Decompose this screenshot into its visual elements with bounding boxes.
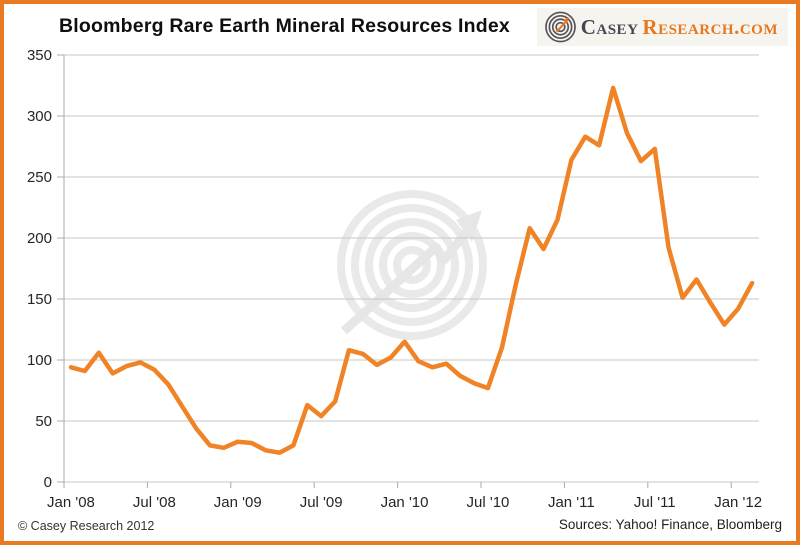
copyright-text: © Casey Research 2012 — [18, 519, 155, 533]
spiral-target-arrow-icon — [544, 11, 576, 43]
y-axis-tick-label: 200 — [27, 230, 52, 247]
page-title: Bloomberg Rare Earth Mineral Resources I… — [59, 15, 510, 37]
y-axis-tick-label: 100 — [27, 352, 52, 369]
y-axis-tick-label: 300 — [27, 108, 52, 125]
index-series-line — [68, 85, 755, 455]
y-axis-tick-label: 50 — [35, 413, 52, 430]
x-axis-tick-label: Jul '09 — [300, 494, 343, 511]
y-axis-tick-label: 0 — [44, 474, 52, 491]
logo-brand-secondary: Research.com — [642, 14, 778, 39]
sources-text: Sources: Yahoo! Finance, Bloomberg — [558, 517, 782, 532]
x-axis-tick-label: Jan '08 — [47, 494, 95, 511]
y-axis-tick-label: 150 — [27, 291, 52, 308]
y-axis-tick-label: 250 — [27, 169, 52, 186]
x-axis-tick-label: Jan '10 — [381, 494, 429, 511]
watermark-spiral-arrow-icon — [337, 190, 487, 340]
casey-research-logo: Casey Research.com — [536, 8, 788, 46]
x-axis-tick-label: Jan '09 — [214, 494, 262, 511]
x-axis-tick-label: Jul '08 — [133, 494, 176, 511]
x-axis-tick-label: Jan '11 — [548, 494, 595, 511]
x-axis-tick-label: Jul '10 — [467, 494, 510, 511]
chart-canvas: 0 50 100 150 200 250 300 350 Jan '08 Jul '08 Jan '… — [27, 47, 762, 511]
x-axis-tick-label: Jan '12 — [714, 494, 762, 511]
logo-brand-primary: Casey — [580, 14, 639, 39]
x-axis-tick-label: Jul '11 — [634, 494, 676, 511]
y-axis-tick-label: 350 — [27, 47, 52, 64]
